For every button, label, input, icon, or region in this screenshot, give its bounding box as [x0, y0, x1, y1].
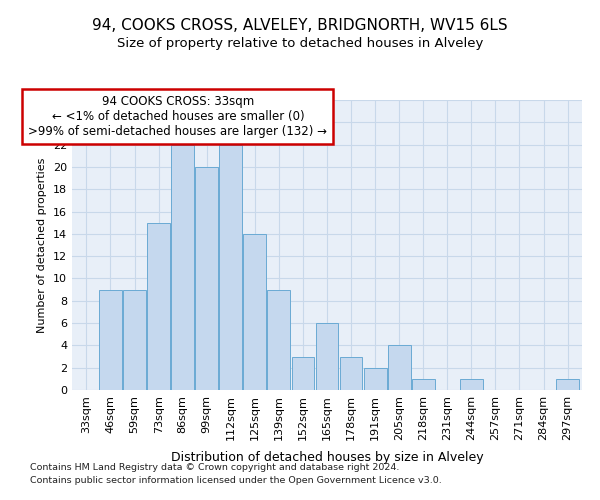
- Y-axis label: Number of detached properties: Number of detached properties: [37, 158, 47, 332]
- Bar: [195, 167, 218, 390]
- Text: 94 COOKS CROSS: 33sqm
← <1% of detached houses are smaller (0)
>99% of semi-deta: 94 COOKS CROSS: 33sqm ← <1% of detached …: [28, 95, 328, 138]
- Bar: [292, 356, 314, 390]
- Bar: [244, 234, 266, 390]
- Bar: [123, 290, 146, 390]
- Bar: [268, 290, 290, 390]
- Text: Contains public sector information licensed under the Open Government Licence v3: Contains public sector information licen…: [30, 476, 442, 485]
- Bar: [99, 290, 122, 390]
- Bar: [220, 144, 242, 390]
- Bar: [460, 379, 483, 390]
- Bar: [364, 368, 386, 390]
- X-axis label: Distribution of detached houses by size in Alveley: Distribution of detached houses by size …: [170, 451, 484, 464]
- Text: Contains HM Land Registry data © Crown copyright and database right 2024.: Contains HM Land Registry data © Crown c…: [30, 464, 400, 472]
- Bar: [171, 144, 194, 390]
- Text: Size of property relative to detached houses in Alveley: Size of property relative to detached ho…: [117, 38, 483, 51]
- Bar: [316, 323, 338, 390]
- Bar: [388, 346, 410, 390]
- Bar: [556, 379, 579, 390]
- Bar: [340, 356, 362, 390]
- Text: 94, COOKS CROSS, ALVELEY, BRIDGNORTH, WV15 6LS: 94, COOKS CROSS, ALVELEY, BRIDGNORTH, WV…: [92, 18, 508, 32]
- Bar: [412, 379, 434, 390]
- Bar: [147, 222, 170, 390]
